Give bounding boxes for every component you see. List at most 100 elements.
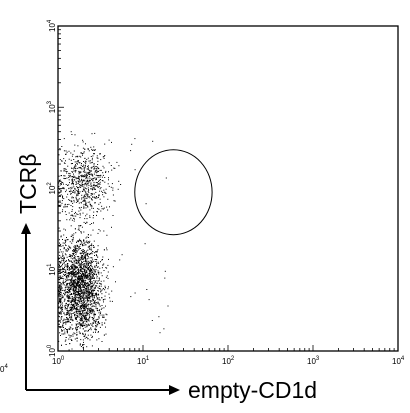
event-dot	[92, 271, 94, 273]
event-dot	[59, 301, 60, 302]
event-dot	[68, 303, 70, 305]
event-dot	[74, 250, 76, 252]
event-dot	[96, 197, 98, 199]
event-dot	[71, 300, 73, 301]
event-dot	[84, 333, 86, 335]
event-dot	[58, 284, 60, 286]
event-dot	[78, 297, 79, 299]
event-dot	[59, 319, 61, 321]
event-dot	[82, 139, 84, 141]
event-dot	[79, 179, 80, 181]
event-dot	[73, 217, 75, 219]
event-dot	[76, 251, 78, 253]
event-dot	[59, 265, 60, 267]
event-dot	[92, 305, 94, 307]
event-dot	[80, 299, 82, 301]
event-dot	[77, 246, 79, 247]
event-dot	[93, 215, 94, 216]
event-dot	[69, 174, 71, 176]
event-dot	[77, 272, 79, 274]
event-dot	[64, 328, 66, 329]
event-dot	[93, 283, 95, 285]
event-dot	[90, 300, 92, 302]
event-dot	[84, 297, 86, 299]
event-dot	[78, 246, 80, 248]
event-dot	[97, 272, 99, 274]
event-dot	[84, 317, 86, 319]
event-dot	[99, 279, 100, 281]
event-dot	[63, 260, 65, 262]
event-dot	[94, 271, 96, 273]
event-dot	[68, 290, 70, 291]
event-dot	[83, 297, 85, 299]
event-dot	[83, 170, 85, 172]
event-dot	[65, 250, 67, 252]
event-dot	[87, 286, 89, 288]
event-dot	[72, 282, 74, 284]
event-dot	[145, 203, 147, 205]
event-dot	[82, 273, 84, 275]
event-dot	[84, 282, 86, 284]
event-dot	[81, 263, 83, 265]
event-dot	[96, 274, 97, 276]
event-dot	[63, 273, 65, 275]
event-dot	[92, 180, 94, 182]
event-dot	[69, 310, 71, 311]
event-dot	[88, 189, 89, 191]
event-dot	[72, 280, 74, 282]
event-dot	[77, 288, 79, 290]
event-dot	[76, 306, 78, 308]
event-dot	[81, 281, 83, 283]
event-dot	[81, 180, 83, 182]
event-dot	[69, 219, 71, 221]
event-dot	[83, 196, 85, 198]
event-dot	[164, 270, 166, 272]
event-dot	[83, 284, 85, 286]
event-dot	[90, 334, 92, 336]
event-dot	[103, 263, 105, 265]
event-dot	[71, 190, 73, 192]
event-dot	[82, 313, 84, 315]
event-dot	[60, 183, 62, 184]
event-dot	[95, 331, 96, 333]
event-dot	[74, 289, 76, 291]
event-dot	[83, 250, 85, 252]
event-dot	[71, 348, 73, 350]
event-dot	[60, 290, 62, 292]
event-dot	[77, 268, 79, 270]
event-dot	[97, 331, 99, 333]
event-dot	[76, 272, 78, 274]
event-dot	[77, 229, 79, 231]
event-dot	[92, 189, 93, 191]
event-dot	[91, 311, 93, 313]
event-dot	[68, 184, 70, 186]
event-dot	[61, 289, 63, 291]
event-dot	[82, 153, 83, 155]
event-dot	[88, 291, 90, 292]
event-dot	[76, 284, 77, 285]
event-dot	[92, 188, 94, 190]
event-dot	[58, 201, 60, 203]
event-dot	[88, 257, 90, 259]
event-dot	[91, 287, 93, 289]
event-dot	[83, 260, 85, 262]
event-dot	[100, 187, 102, 189]
event-dot	[68, 203, 70, 205]
event-dot	[79, 243, 81, 245]
event-dot	[61, 294, 63, 296]
event-dot	[91, 324, 93, 326]
event-dot	[108, 179, 109, 181]
event-dot	[73, 173, 74, 175]
event-dot	[99, 309, 100, 311]
event-dot	[66, 274, 68, 276]
event-dot	[72, 202, 74, 204]
event-dot	[76, 244, 78, 246]
event-dot	[91, 303, 93, 305]
event-dot	[66, 279, 68, 281]
event-dot	[86, 302, 88, 304]
event-dot	[92, 318, 94, 320]
event-dot	[91, 310, 93, 312]
event-dot	[83, 164, 85, 166]
event-dot	[94, 285, 96, 287]
event-dot	[65, 269, 67, 271]
